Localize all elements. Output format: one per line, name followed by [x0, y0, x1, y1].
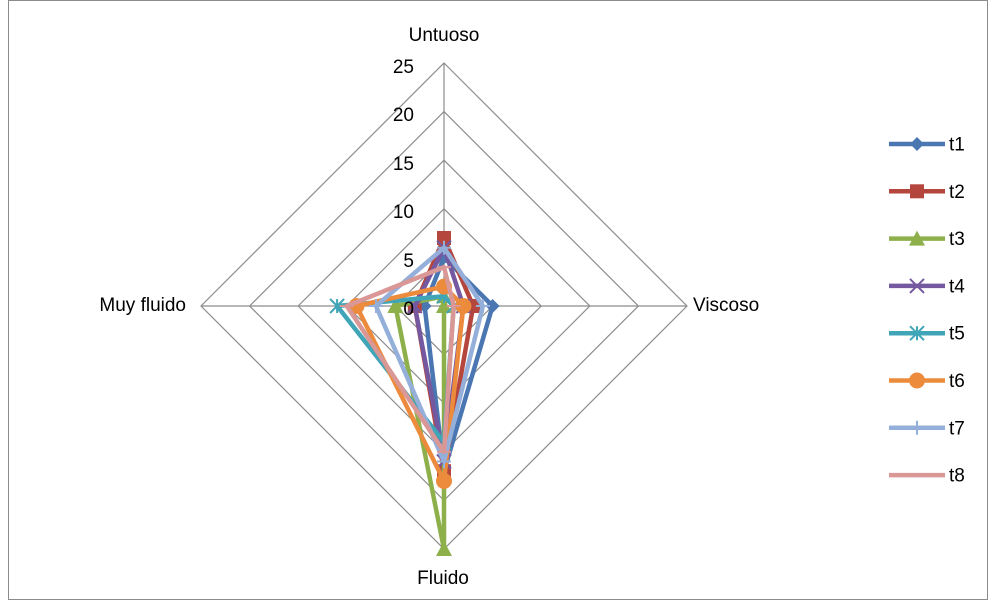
legend-marker-t6 — [909, 372, 925, 389]
legend-label-t1: t1 — [949, 135, 965, 156]
legend-label-t5: t5 — [949, 324, 965, 345]
tick-label-10: 10 — [393, 202, 414, 223]
tick-label-20: 20 — [393, 105, 414, 126]
legend-label-t7: t7 — [949, 418, 965, 439]
point-t6-1 — [455, 298, 472, 314]
legend-label-t3: t3 — [949, 229, 965, 250]
legend-marker-t4 — [909, 278, 925, 294]
legend-label-t2: t2 — [949, 182, 965, 203]
point-t5-3 — [329, 298, 345, 314]
chart-frame — [8, 0, 988, 600]
point-t3-3 — [387, 298, 404, 313]
point-t3-2 — [436, 541, 452, 556]
series-layer — [329, 231, 500, 556]
tick-label-15: 15 — [393, 154, 414, 175]
category-label-untuoso: Untuoso — [409, 25, 480, 46]
legend-marker-t2 — [910, 184, 924, 199]
point-t7-0 — [437, 240, 451, 255]
legend-item-t8: t8 — [889, 466, 965, 487]
legend-item-t7: t7 — [889, 418, 965, 439]
tick-label-5: 5 — [403, 251, 414, 272]
series-t8 — [339, 264, 461, 455]
legend: t1 t2 t3 t4 t5 t6 t7 t8 — [889, 135, 965, 487]
label-layer: Untuoso Viscoso Fluido Muy fluido 0 5 10… — [99, 25, 759, 589]
legend-label-t6: t6 — [949, 371, 965, 392]
legend-item-t4: t4 — [889, 276, 965, 297]
category-label-viscoso: Viscoso — [693, 295, 759, 316]
point-t7-1 — [475, 299, 490, 313]
legend-item-t6: t6 — [889, 371, 965, 392]
tick-label-25: 25 — [393, 57, 414, 78]
legend-item-t1: t1 — [889, 135, 965, 156]
category-label-muy-fluido: Muy fluido — [99, 295, 186, 316]
legend-item-t3: t3 — [889, 229, 965, 250]
point-t7-2 — [437, 454, 451, 469]
legend-marker-t1 — [910, 137, 924, 151]
legend-label-t4: t4 — [949, 276, 965, 297]
point-t6-2 — [436, 473, 452, 489]
legend-marker-t7 — [910, 420, 924, 435]
legend-item-t5: t5 — [889, 324, 965, 345]
legend-label-t8: t8 — [949, 466, 965, 487]
point-t2-0 — [437, 231, 451, 245]
legend-item-t2: t2 — [889, 182, 965, 203]
legend-marker-t5 — [909, 325, 925, 341]
legend-marker-t3 — [909, 230, 925, 246]
point-t3-1 — [436, 298, 452, 313]
point-t7-3 — [369, 299, 383, 313]
category-label-fluido: Fluido — [417, 568, 469, 589]
point-t1-1 — [485, 299, 500, 313]
tick-label-0: 0 — [403, 299, 414, 320]
